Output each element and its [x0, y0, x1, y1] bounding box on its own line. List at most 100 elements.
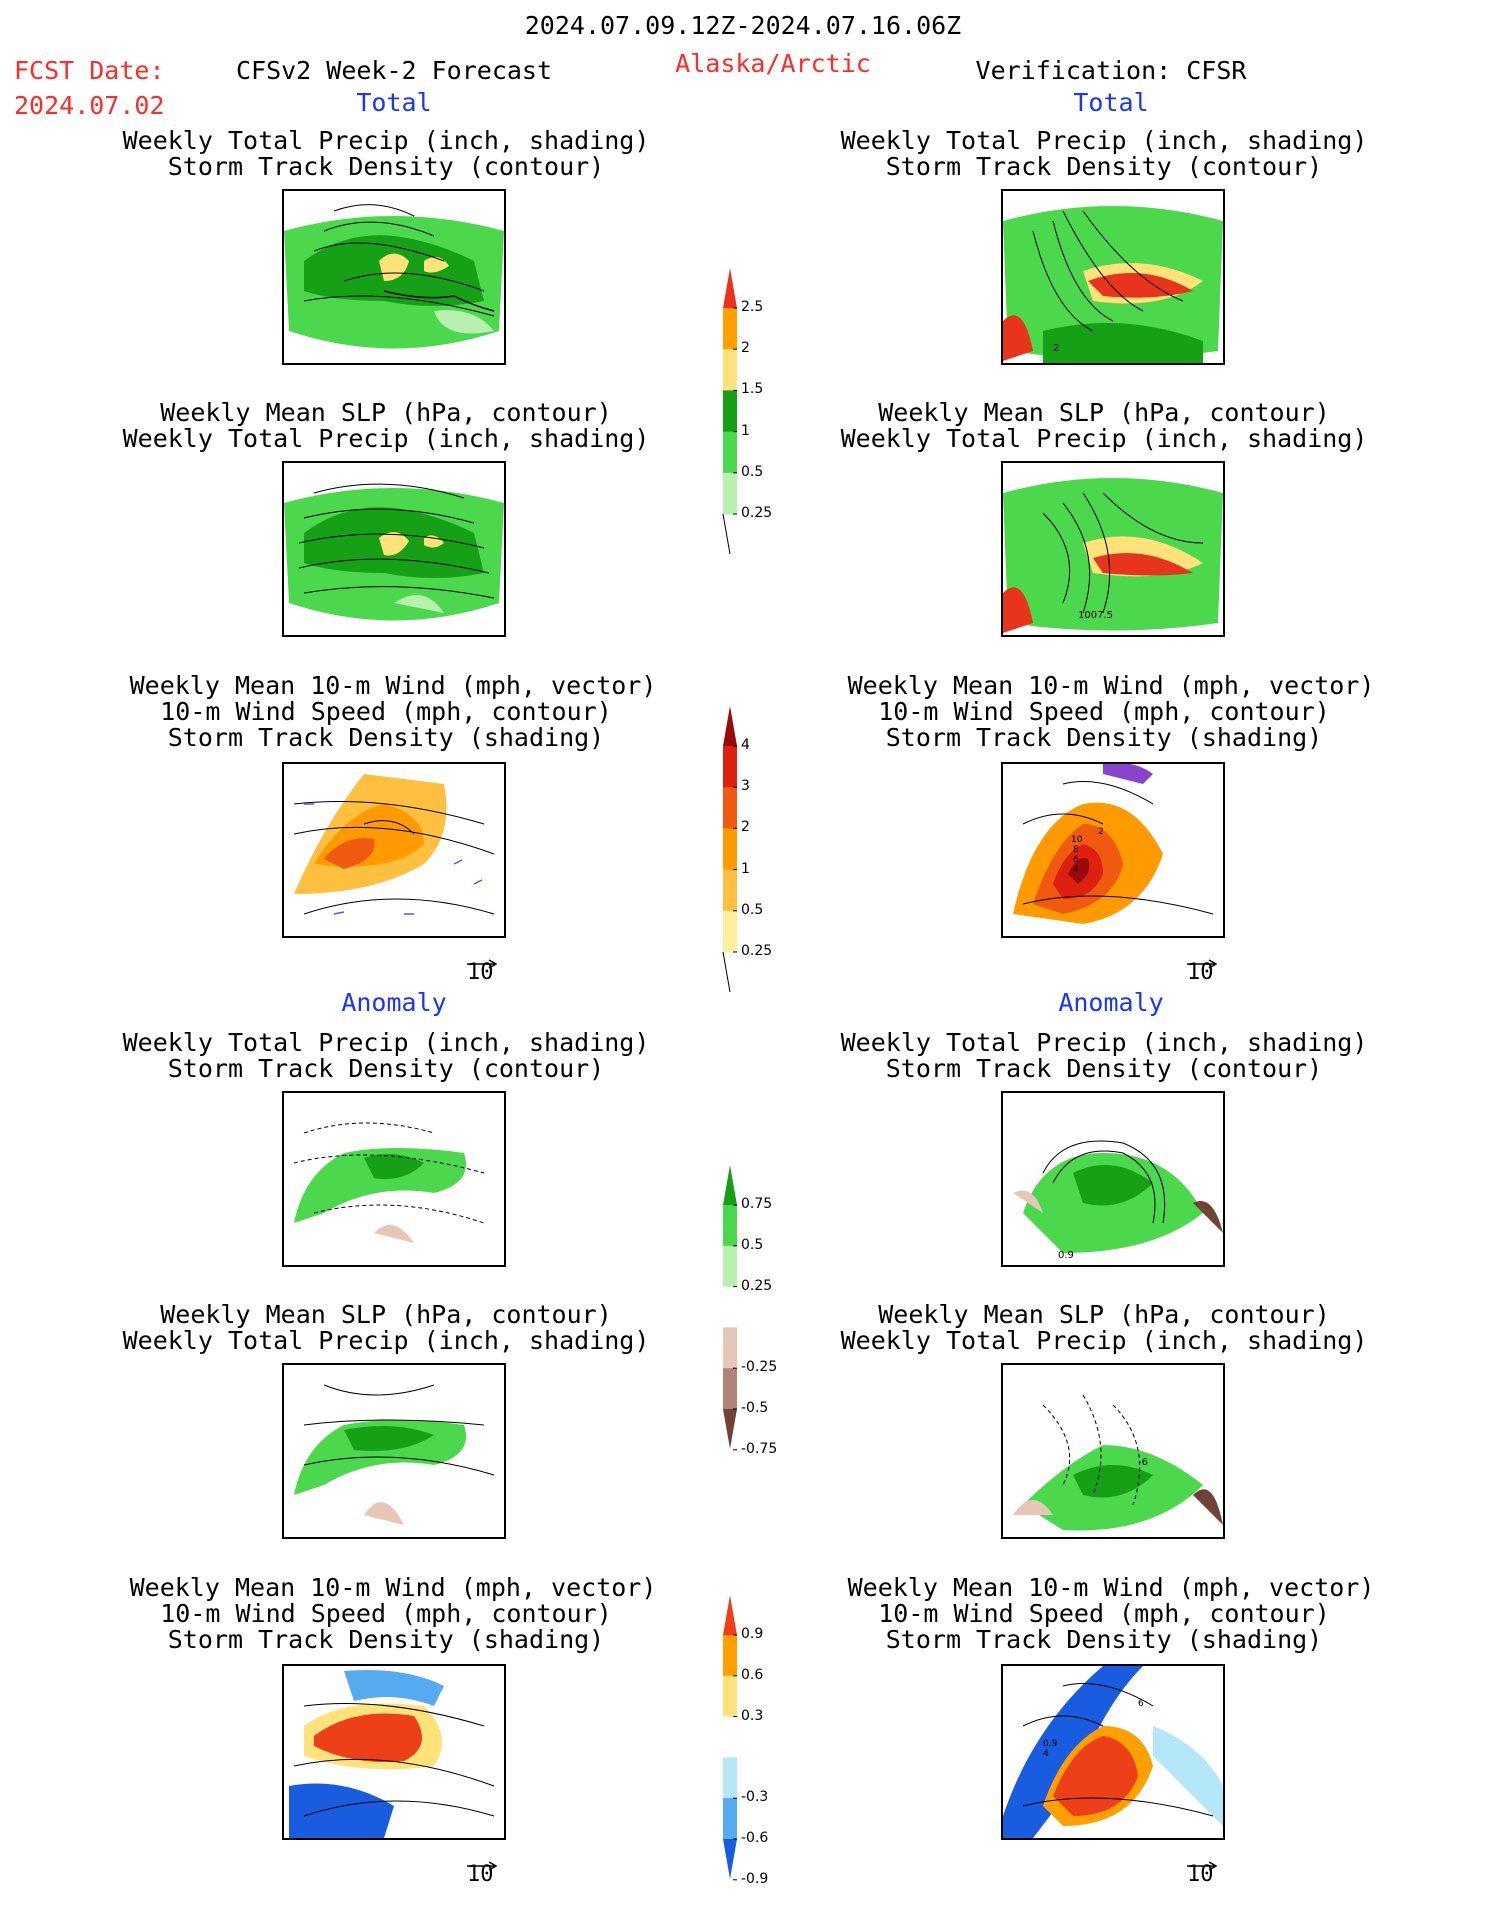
map-fcst-total-wind-storm [282, 762, 506, 938]
map-obs-anom-slp-precip: -6 [1001, 1363, 1225, 1539]
map-fcst-total-precip-storm [282, 189, 506, 365]
contour-label-obs-total-wind-2: 6 [1073, 855, 1079, 865]
title-r3-b: 10-m Wind Speed (mph, contour) [878, 697, 1330, 726]
arrow-right-icon [467, 1861, 498, 1871]
colorbar-tick-label: -0.75 [741, 1440, 778, 1457]
colorbar-tick-label: 0.75 [741, 1196, 773, 1212]
colorbar-tick-label: 1 [741, 422, 750, 439]
colorbar-segment [723, 746, 737, 788]
verification-title: Verification: CFSR [975, 56, 1247, 85]
model-title: CFSv2 Week-2 Forecast [235, 56, 553, 85]
colorbar-tick-label: 0.6 [741, 1666, 764, 1683]
title-r2-a: Weekly Mean SLP (hPa, contour) [878, 398, 1330, 427]
title-r2-b: Weekly Total Precip (inch, shading) [840, 424, 1368, 453]
map-fcst-anom-slp-precip [282, 1363, 506, 1539]
title-l6-a: Weekly Mean 10-m Wind (mph, vector) [129, 1573, 657, 1602]
section-total-right: Total [1073, 88, 1149, 117]
colorbar-tick-label: 2 [741, 340, 750, 357]
title-r5-b: Weekly Total Precip (inch, shading) [840, 1326, 1368, 1355]
colorbar-segment [723, 828, 737, 871]
vector-ref-r2: 10 [1185, 1856, 1219, 1887]
colorbar-tick-label: 0.5 [741, 1236, 764, 1253]
title-r4-a: Weekly Total Precip (inch, shading) [840, 1028, 1368, 1057]
colorbar-tick-label: 0.5 [741, 463, 764, 480]
colorbar-segment [723, 1327, 737, 1369]
contour-label-obs-total-wind-0: 10 [1071, 835, 1083, 845]
title-r1-a: Weekly Total Precip (inch, shading) [840, 126, 1368, 155]
section-anomaly-left: Anomaly [341, 988, 447, 1017]
title-l3-c: Storm Track Density (shading) [167, 723, 605, 752]
colorbar-segment [723, 1635, 737, 1677]
colorbar-extend-bottom [723, 1409, 737, 1449]
arrow-right-icon [1187, 959, 1218, 969]
title-r6-c: Storm Track Density (shading) [885, 1625, 1323, 1654]
colorbar-tick-label: 0.3 [741, 1707, 764, 1724]
fcst-date-value: 2024.07.02 [14, 91, 165, 120]
contour-label-obs-anom-wind-0: 0.9 [1043, 1739, 1058, 1749]
colorbar-extend-bottom [722, 951, 731, 993]
colorbar-tick-label: 0.9 [741, 1626, 764, 1642]
date-range-title: 2024.07.09.12Z-2024.07.16.06Z [524, 11, 962, 40]
region-title: Alaska/Arctic [675, 49, 871, 78]
colorbar-segment [723, 787, 737, 829]
arrow-right-icon [1187, 1861, 1218, 1871]
contour-label-obs-anom-slp: -6 [1138, 1457, 1148, 1468]
colorbar-total-precip: 2.5 2 1.5 1 0.5 0.25 [722, 268, 793, 555]
colorbar-segment [723, 1368, 737, 1410]
colorbar-segment [723, 1798, 737, 1840]
map-obs-anom-precip-storm: 0.9 [1001, 1091, 1225, 1267]
colorbar-tick-label: -0.25 [741, 1359, 778, 1376]
colorbar-extend-top [723, 1165, 737, 1205]
colorbar-extend-top [723, 1595, 737, 1635]
contour-label-obs-anom-wind-2: 6 [1138, 1699, 1144, 1709]
colorbar-tick-label: 4 [741, 737, 750, 753]
colorbar-total-storm-density: 4 3 2 1 0.5 0.25 [722, 706, 793, 993]
contour-label-obs-total-slp: 1007.5 [1078, 610, 1113, 621]
title-l6-c: Storm Track Density (shading) [167, 1625, 605, 1654]
map-fcst-anom-wind-storm [282, 1664, 506, 1840]
colorbar-extend-bottom [723, 1839, 737, 1879]
map-obs-total-precip-storm: 2 [1001, 189, 1225, 365]
title-r3-a: Weekly Mean 10-m Wind (mph, vector) [847, 671, 1375, 700]
title-l3-b: 10-m Wind Speed (mph, contour) [160, 697, 612, 726]
title-l6-b: 10-m Wind Speed (mph, contour) [160, 1599, 612, 1628]
arrow-right-icon [467, 959, 498, 969]
title-r3-c: Storm Track Density (shading) [885, 723, 1323, 752]
colorbar-segment [723, 390, 737, 433]
vector-ref-l1: 10 [465, 954, 499, 985]
map-fcst-anom-precip-storm [282, 1091, 506, 1267]
colorbar-segment [723, 1757, 737, 1799]
title-l1-b: Storm Track Density (contour) [167, 152, 605, 181]
colorbar-tick-label: -0.6 [741, 1830, 769, 1846]
colorbar-segment [723, 431, 737, 474]
colorbar-tick-label: 2.5 [741, 299, 764, 315]
map-obs-total-wind-storm: 10 8 6 4 2 [1001, 762, 1225, 938]
title-r4-b: Storm Track Density (contour) [885, 1054, 1323, 1083]
section-anomaly-right: Anomaly [1058, 988, 1164, 1017]
title-r6-b: 10-m Wind Speed (mph, contour) [878, 1599, 1330, 1628]
colorbar-segment [723, 1716, 737, 1758]
title-l2-a: Weekly Mean SLP (hPa, contour) [160, 398, 612, 427]
colorbar-segment [723, 1675, 737, 1718]
title-l3-a: Weekly Mean 10-m Wind (mph, vector) [129, 671, 657, 700]
colorbar-extend-top [723, 706, 737, 746]
colorbar-tick-label: 1.5 [741, 381, 764, 398]
colorbar-tick-label: 2 [741, 819, 750, 836]
colorbar-segment [723, 1245, 737, 1288]
vector-ref-r1: 10 [1185, 954, 1219, 985]
fcst-date-label: FCST Date: [14, 56, 165, 85]
section-total-left: Total [356, 88, 432, 117]
contour-label-obs-total-precip: 2 [1053, 343, 1059, 354]
title-r5-a: Weekly Mean SLP (hPa, contour) [878, 1300, 1330, 1329]
map-fcst-total-slp-precip [282, 461, 506, 637]
title-l5-b: Weekly Total Precip (inch, shading) [122, 1326, 650, 1355]
title-r1-b: Storm Track Density (contour) [885, 152, 1323, 181]
map-obs-anom-wind-storm: 0.9 4 6 [1001, 1664, 1225, 1840]
colorbar-tick-label: 3 [741, 778, 750, 795]
contour-label-obs-total-wind-1: 8 [1073, 845, 1079, 855]
colorbar-tick-label: 0.5 [741, 901, 764, 918]
colorbar-tick-label: -0.5 [741, 1400, 769, 1416]
vector-ref-l2: 10 [465, 1856, 499, 1887]
map-obs-total-slp-precip: 1007.5 [1001, 461, 1225, 637]
title-l4-b: Storm Track Density (contour) [167, 1054, 605, 1083]
